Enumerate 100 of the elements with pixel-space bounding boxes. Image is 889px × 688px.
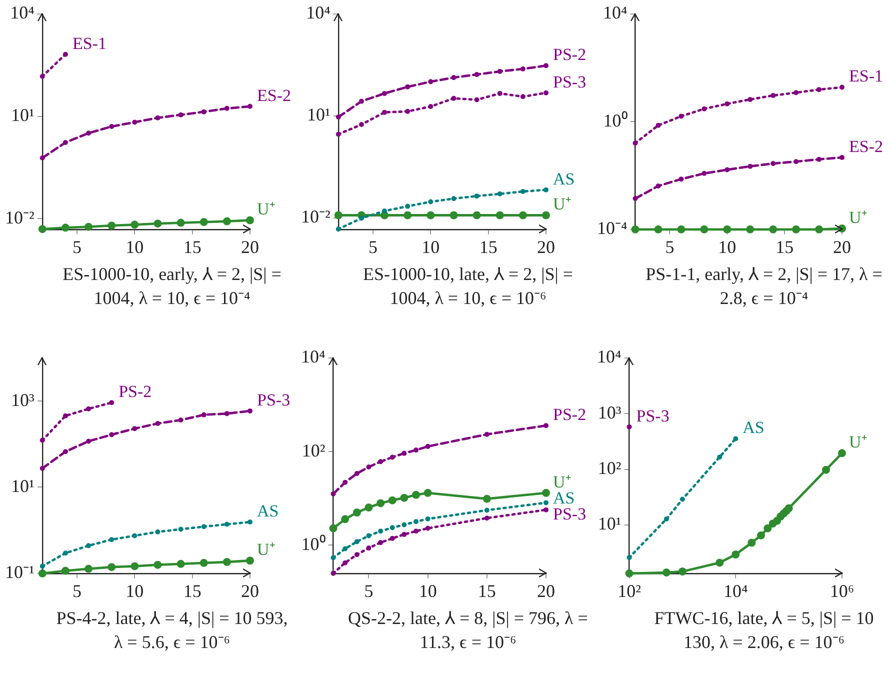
point [38, 225, 46, 234]
x-tick-label: 10 [418, 580, 437, 601]
point [376, 499, 385, 508]
series-label: U⁺ [257, 200, 276, 219]
point [748, 96, 753, 102]
point [378, 540, 384, 546]
series-label: U⁺ [553, 194, 572, 214]
point [86, 130, 92, 136]
point [544, 507, 548, 512]
point [496, 211, 504, 220]
series-label: PS-3 [257, 390, 290, 410]
point [130, 562, 139, 570]
point [336, 114, 341, 120]
point [62, 52, 68, 57]
point [364, 503, 373, 512]
y-tick-label: 10⁴ [10, 2, 34, 23]
y-tick-label: 10⁻¹ [4, 562, 34, 582]
y-tick-label: 10⁴ [306, 2, 330, 23]
point [132, 120, 138, 125]
point [109, 124, 114, 130]
series-label: PS-2 [118, 382, 152, 402]
point [724, 101, 730, 106]
point [358, 122, 364, 128]
point [330, 555, 336, 560]
y-tick-label: 10⁰ [603, 110, 628, 130]
point [40, 564, 45, 569]
point [62, 140, 68, 145]
point [426, 211, 435, 220]
point [378, 459, 384, 464]
x-axis-title: QS-2-2, late, ⅄ = 8, |S| = 796, λ = 11.3, ϵ = 10⁻⁶ [347, 607, 589, 654]
point [61, 224, 70, 232]
y-tick-label: 10⁻² [300, 206, 330, 227]
point [388, 496, 396, 504]
point [86, 406, 92, 412]
point [414, 519, 418, 524]
point [201, 412, 206, 418]
point [354, 552, 360, 558]
point [631, 225, 640, 234]
point [702, 106, 707, 112]
point [702, 170, 707, 176]
series-label: PS-3 [636, 406, 670, 426]
y-tick-label: 10¹ [10, 105, 34, 125]
series-label: PS-2 [553, 405, 586, 424]
point [451, 96, 456, 101]
point [378, 528, 384, 534]
series-label: ES-1 [72, 34, 106, 53]
point [155, 420, 160, 426]
point [178, 526, 184, 532]
point [358, 216, 364, 221]
point [108, 563, 116, 572]
point [700, 225, 708, 234]
point [342, 480, 348, 485]
point [520, 188, 526, 194]
point [770, 93, 776, 98]
x-tick-label: 20 [833, 236, 851, 257]
x-axis-title: ES-1000-10, early, ⅄ = 2, |S| = 1004, λ = 10, ϵ = 10⁻⁴ [62, 263, 282, 310]
point [329, 524, 338, 532]
x-tick-label: 20 [241, 236, 259, 257]
x-axis-title: ES-1000-10, late, ⅄ = 2, |S| = 1004, λ = 10, ϵ = 10⁻⁶ [362, 263, 574, 310]
x-tick-label: 15 [183, 580, 202, 601]
point [769, 225, 778, 234]
x-tick-label: 10 [718, 236, 736, 257]
point [336, 226, 341, 232]
point [544, 423, 548, 428]
y-tick-label: 10³ [10, 390, 35, 410]
series-label: U⁺ [849, 432, 868, 452]
point [425, 526, 430, 531]
point [352, 508, 361, 517]
y-tick-label: 10⁴ [300, 346, 326, 367]
y-tick-label: 10⁻² [4, 207, 34, 228]
series-label: ES-2 [849, 136, 883, 156]
series-label: U⁺ [257, 540, 276, 560]
point [497, 68, 502, 74]
point [178, 418, 184, 423]
point [366, 533, 372, 538]
x-tick-label: 15 [478, 580, 496, 601]
point [840, 154, 844, 160]
point [390, 536, 395, 541]
point [341, 515, 350, 524]
point [132, 426, 138, 432]
point [155, 529, 160, 534]
point [84, 564, 93, 573]
point [246, 216, 254, 224]
x-tick-label: 10 [126, 236, 144, 257]
point [724, 167, 730, 172]
point [428, 79, 434, 84]
point [424, 488, 432, 497]
series-label: AS [553, 169, 575, 188]
point [38, 569, 46, 578]
point [677, 225, 686, 234]
x-tick-label: 20 [537, 236, 555, 257]
point [224, 522, 230, 527]
point [404, 211, 412, 220]
point [248, 408, 252, 414]
point [130, 220, 139, 229]
point [402, 522, 407, 528]
y-tick-label: 10⁻⁴ [596, 218, 628, 238]
point [61, 566, 70, 575]
point [246, 556, 254, 565]
point [723, 225, 732, 234]
